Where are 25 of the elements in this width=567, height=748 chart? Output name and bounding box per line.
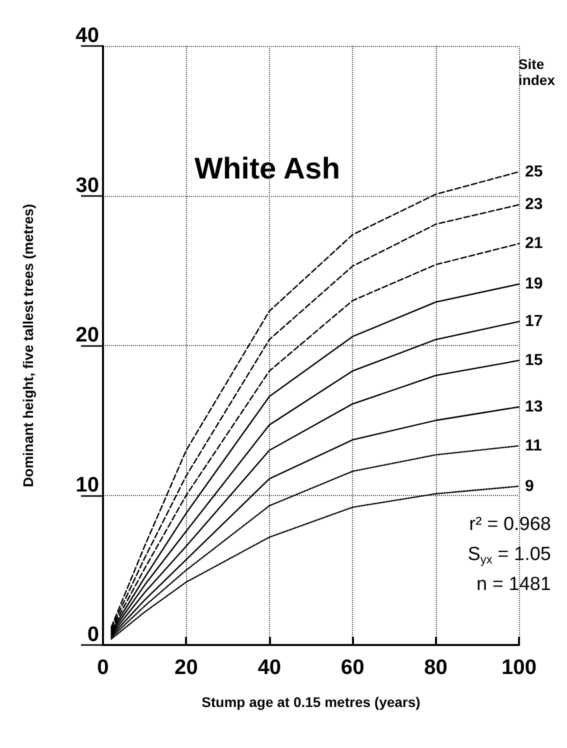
series-label: 23 [525, 196, 543, 214]
series-label: 19 [525, 276, 543, 293]
x-tick-label: 100 [501, 656, 537, 679]
annotation: n = 1481 [476, 574, 552, 595]
annotation: r² = 0.968 [469, 514, 552, 535]
y-tick-label: 10 [76, 473, 99, 496]
y-tick-label: 40 [76, 24, 99, 47]
y-tick-label: 0 [87, 623, 99, 646]
series-label: 21 [525, 235, 543, 252]
text: White Ash [194, 152, 340, 186]
y-axis-title: Dominant height, five tallest trees (metres) [20, 204, 36, 488]
series-label: 15 [525, 352, 543, 369]
legend-title: Site index [518, 56, 556, 88]
series-label: 11 [525, 437, 542, 454]
series-label: 25 [525, 163, 543, 180]
series-label: 17 [525, 313, 543, 330]
series-label: 9 [525, 478, 534, 495]
x-tick-label: 60 [340, 656, 364, 679]
series-label: 13 [525, 398, 543, 416]
y-tick-label: 30 [76, 174, 99, 197]
x-tick-label: 20 [174, 656, 198, 679]
x-tick-label: 40 [258, 656, 282, 679]
x-tick-label: 80 [424, 656, 448, 679]
y-tick-label: 20 [76, 324, 99, 346]
x-axis-title: Stump age at 0.15 metres (years) [202, 694, 420, 710]
